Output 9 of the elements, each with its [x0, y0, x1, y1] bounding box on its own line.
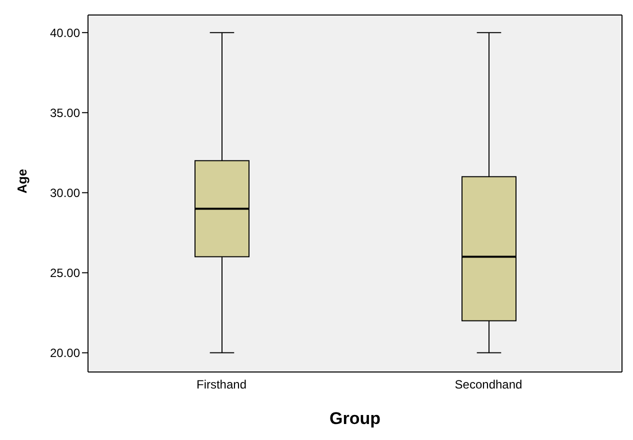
y-axis-title: Age: [14, 168, 30, 194]
x-tick-label: Firsthand: [196, 378, 247, 392]
y-tick-label: 35.00: [50, 106, 80, 120]
x-tick-label: Secondhand: [454, 378, 522, 392]
y-tick-label: 40.00: [50, 26, 80, 40]
y-tick-label: 20.00: [50, 346, 80, 360]
y-tick-label: 30.00: [50, 186, 80, 200]
y-tick-label: 25.00: [50, 266, 80, 280]
x-axis-title: Group: [330, 409, 380, 428]
